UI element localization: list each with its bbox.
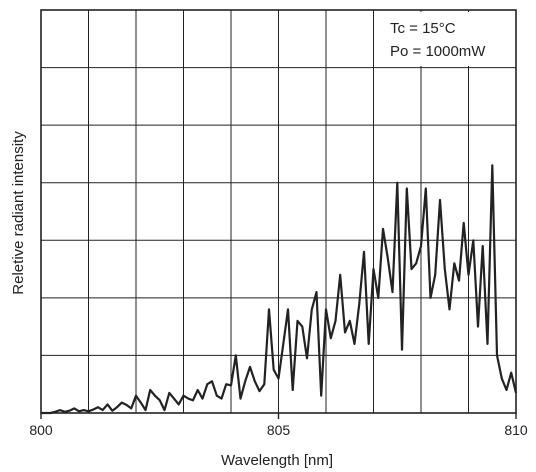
grid [41, 10, 516, 413]
x-tick-label: 805 [267, 422, 291, 438]
annotation-box [382, 12, 510, 66]
x-tick-label: 800 [29, 422, 53, 438]
annotation-temperature: Tc = 15°C [390, 20, 456, 37]
annotation-power: Po = 1000mW [390, 43, 486, 60]
x-axis-label: Wavelength [nm] [221, 452, 333, 469]
x-axis-ticks: 800 805 810 [29, 413, 528, 438]
spectrum-line [41, 164, 518, 415]
y-axis-label: Reletive radiant intensity [10, 131, 27, 295]
x-tick-label: 810 [504, 422, 528, 438]
